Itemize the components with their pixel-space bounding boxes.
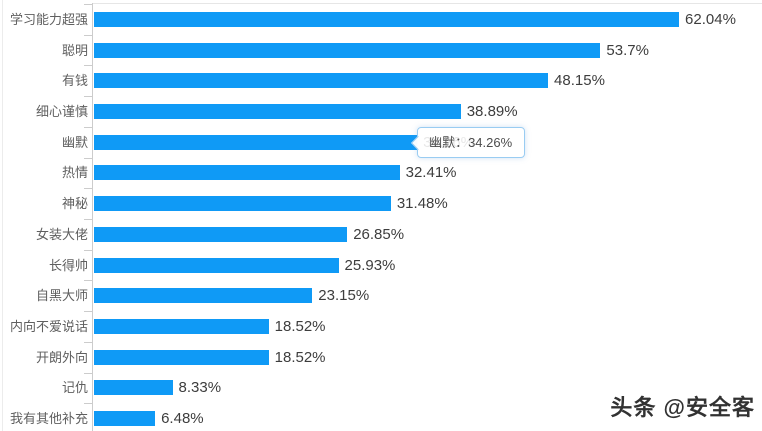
category-label: 记仇	[61, 380, 88, 396]
category-label: 开朗外向	[35, 349, 88, 365]
category-label: 内向不爱说话	[9, 319, 88, 335]
category-label: 细心谨慎	[35, 104, 88, 120]
axis-tick	[84, 96, 92, 98]
category-label: 神秘	[61, 196, 88, 212]
y-axis-line	[92, 3, 93, 431]
bar[interactable]	[94, 11, 680, 27]
category-label: 长得帅	[48, 257, 88, 273]
axis-tick	[84, 34, 92, 36]
bar[interactable]	[94, 73, 549, 89]
axis-tick	[84, 219, 92, 221]
bar[interactable]	[94, 319, 269, 335]
bar[interactable]	[94, 165, 400, 181]
axis-tick	[84, 126, 92, 128]
value-label: 38.89%	[466, 103, 518, 121]
bar[interactable]	[94, 349, 269, 365]
category-label: 热情	[61, 165, 88, 181]
bar[interactable]	[94, 42, 601, 58]
bar[interactable]	[94, 226, 348, 242]
bar[interactable]	[94, 288, 313, 304]
bar[interactable]	[94, 257, 339, 273]
axis-tick	[84, 4, 92, 5]
axis-tick	[84, 188, 92, 190]
value-label: 18.52%	[274, 318, 326, 336]
chart-row: 学习能力超强 62.04%	[0, 4, 762, 35]
chart-row: 神秘 31.48%	[0, 188, 762, 219]
axis-tick	[84, 249, 92, 251]
bar[interactable]	[94, 104, 461, 120]
chart-row: 幽默34.26%	[0, 127, 762, 158]
chart-row: 聪明 53.7%	[0, 35, 762, 66]
chart-row: 开朗外向 18.52%	[0, 342, 762, 373]
category-label: 女装大佬	[35, 226, 88, 242]
chart-row: 有钱 48.15%	[0, 65, 762, 96]
tooltip-text: 幽默：34.26%	[429, 134, 513, 150]
value-label: 26.85%	[353, 225, 405, 243]
axis-tick	[84, 65, 92, 67]
category-label: 学习能力超强	[9, 11, 88, 27]
value-label: 53.7%	[606, 41, 649, 59]
value-label: 31.48%	[396, 195, 448, 213]
chart-row: 女装大佬 26.85%	[0, 219, 762, 250]
axis-tick	[84, 403, 92, 405]
category-label: 有钱	[61, 73, 88, 89]
value-label: 18.52%	[274, 348, 326, 366]
bar[interactable]	[94, 134, 418, 150]
chart-left-border	[2, 0, 3, 431]
category-label: 聪明	[61, 42, 88, 58]
value-label: 25.93%	[344, 256, 396, 274]
hover-tooltip: 幽默：34.26%	[410, 126, 526, 159]
chart-row: 细心谨慎 38.89%	[0, 96, 762, 127]
watermark: 头条 @安全客	[610, 395, 755, 420]
bar[interactable]	[94, 196, 391, 212]
category-label: 自黑大师	[35, 288, 88, 304]
axis-tick	[84, 280, 92, 282]
value-label: 23.15%	[318, 287, 370, 305]
chart-row: 内向不爱说话 18.52%	[0, 311, 762, 342]
chart-row: 自黑大师 23.15%	[0, 280, 762, 311]
grid-top-border	[92, 3, 762, 4]
bar[interactable]	[94, 380, 173, 396]
chart-row: 记仇 8.33%	[0, 373, 762, 404]
value-label: 48.15%	[554, 72, 605, 90]
axis-tick	[84, 372, 92, 374]
category-label: 幽默	[61, 134, 88, 150]
value-label: 62.04%	[685, 10, 736, 28]
chart-row: 长得帅 25.93%	[0, 250, 762, 281]
axis-tick	[84, 311, 92, 313]
category-label: 我有其他补充	[9, 411, 88, 427]
axis-tick	[84, 157, 92, 159]
value-label: 6.48%	[161, 410, 204, 428]
chart-row: 热情 32.41%	[0, 158, 762, 189]
value-label: 8.33%	[178, 379, 222, 397]
axis-tick	[84, 341, 92, 343]
chart-row: 我有其他补充 6.48%	[0, 403, 762, 431]
bar[interactable]	[94, 411, 156, 427]
value-label: 32.41%	[405, 164, 457, 182]
